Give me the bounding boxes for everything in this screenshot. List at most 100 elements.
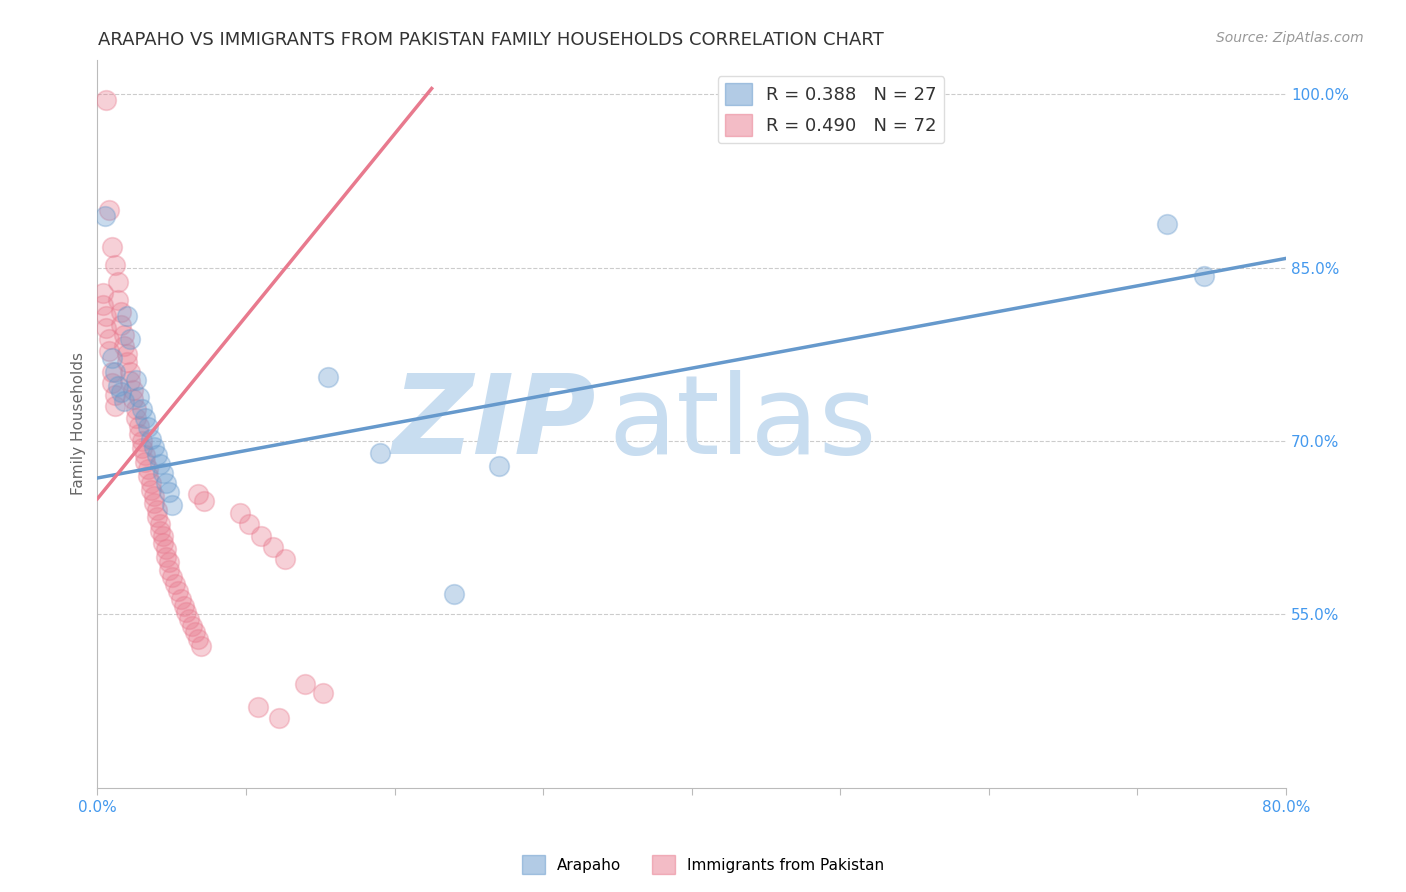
Point bbox=[112, 339, 135, 353]
Point bbox=[157, 555, 180, 569]
Point bbox=[136, 462, 159, 476]
Point bbox=[96, 309, 118, 323]
Point bbox=[146, 510, 169, 524]
Point bbox=[96, 93, 118, 107]
Point bbox=[142, 490, 165, 504]
Point bbox=[142, 496, 165, 510]
Point bbox=[101, 376, 124, 391]
Point bbox=[101, 351, 124, 365]
Point bbox=[488, 459, 510, 474]
Point bbox=[125, 410, 148, 425]
Point bbox=[229, 506, 252, 520]
Point bbox=[155, 549, 177, 564]
Point bbox=[149, 457, 172, 471]
Point bbox=[152, 535, 174, 549]
Point bbox=[98, 202, 121, 217]
Point bbox=[166, 584, 188, 599]
Y-axis label: Family Households: Family Households bbox=[72, 352, 86, 495]
Point bbox=[187, 632, 209, 646]
Point bbox=[262, 541, 284, 555]
Point bbox=[115, 309, 138, 323]
Point bbox=[128, 427, 150, 442]
Point bbox=[238, 517, 260, 532]
Point bbox=[98, 343, 121, 358]
Legend: R = 0.388   N = 27, R = 0.490   N = 72: R = 0.388 N = 27, R = 0.490 N = 72 bbox=[717, 76, 943, 144]
Point bbox=[312, 686, 335, 700]
Point bbox=[155, 475, 177, 490]
Point bbox=[157, 564, 180, 578]
Point bbox=[184, 624, 207, 639]
Point bbox=[179, 612, 201, 626]
Point bbox=[134, 455, 156, 469]
Point bbox=[316, 370, 339, 384]
Point bbox=[139, 475, 162, 490]
Point bbox=[155, 541, 177, 556]
Point bbox=[125, 401, 148, 416]
Point bbox=[122, 383, 145, 397]
Point bbox=[193, 494, 215, 508]
Text: ARAPAHO VS IMMIGRANTS FROM PAKISTAN FAMILY HOUSEHOLDS CORRELATION CHART: ARAPAHO VS IMMIGRANTS FROM PAKISTAN FAMI… bbox=[98, 31, 884, 49]
Point bbox=[152, 467, 174, 481]
Point bbox=[104, 388, 127, 402]
Point bbox=[146, 448, 169, 462]
Point bbox=[128, 390, 150, 404]
Point bbox=[91, 286, 114, 301]
Point bbox=[101, 240, 124, 254]
Point bbox=[173, 599, 195, 614]
Point bbox=[110, 318, 132, 333]
Point bbox=[139, 432, 162, 446]
Point bbox=[91, 298, 114, 312]
Point bbox=[267, 711, 290, 725]
Point bbox=[118, 374, 141, 388]
Point bbox=[181, 619, 204, 633]
Point bbox=[96, 320, 118, 334]
Point bbox=[134, 410, 156, 425]
Point bbox=[187, 487, 209, 501]
Text: atlas: atlas bbox=[609, 370, 877, 477]
Text: Source: ZipAtlas.com: Source: ZipAtlas.com bbox=[1216, 31, 1364, 45]
Point bbox=[107, 378, 129, 392]
Point bbox=[146, 503, 169, 517]
Point bbox=[149, 517, 172, 532]
Point bbox=[368, 445, 391, 459]
Point bbox=[112, 393, 135, 408]
Point bbox=[1194, 268, 1216, 283]
Point bbox=[110, 304, 132, 318]
Point bbox=[136, 468, 159, 483]
Point bbox=[131, 401, 153, 416]
Legend: Arapaho, Immigrants from Pakistan: Arapaho, Immigrants from Pakistan bbox=[516, 849, 890, 880]
Point bbox=[107, 275, 129, 289]
Point bbox=[110, 385, 132, 400]
Point bbox=[131, 434, 153, 448]
Point bbox=[104, 400, 127, 414]
Point bbox=[176, 605, 198, 619]
Point bbox=[122, 392, 145, 407]
Point bbox=[149, 524, 172, 538]
Point bbox=[131, 441, 153, 455]
Point bbox=[249, 529, 271, 543]
Point bbox=[157, 484, 180, 499]
Point bbox=[273, 552, 295, 566]
Point bbox=[125, 373, 148, 387]
Point bbox=[104, 258, 127, 272]
Point bbox=[128, 419, 150, 434]
Point bbox=[136, 420, 159, 434]
Point bbox=[169, 592, 191, 607]
Point bbox=[190, 639, 212, 653]
Point bbox=[94, 209, 117, 223]
Point bbox=[98, 332, 121, 346]
Point bbox=[118, 332, 141, 346]
Point bbox=[1156, 217, 1178, 231]
Point bbox=[443, 586, 465, 600]
Point bbox=[152, 529, 174, 543]
Point bbox=[107, 293, 129, 307]
Point bbox=[118, 365, 141, 379]
Point bbox=[163, 577, 186, 591]
Point bbox=[134, 448, 156, 462]
Point bbox=[160, 498, 183, 512]
Point bbox=[160, 570, 183, 584]
Text: ZIP: ZIP bbox=[394, 370, 596, 477]
Point bbox=[142, 440, 165, 454]
Point bbox=[101, 365, 124, 379]
Point bbox=[246, 699, 269, 714]
